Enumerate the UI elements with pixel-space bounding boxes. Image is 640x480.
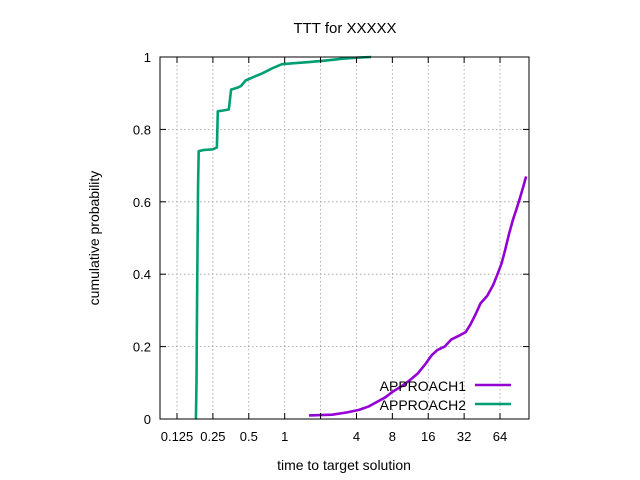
- x-tick-label: 16: [421, 429, 435, 444]
- x-tick-label: 64: [493, 429, 507, 444]
- ticks: 0.125 0.25 0.5 1 4 8 16 32 64 0 0.2 0.4 0.6 0.8 1: [133, 50, 529, 444]
- y-axis-label: cumulative probability: [86, 171, 102, 306]
- y-tick-label: 1: [144, 50, 151, 65]
- x-tick-label: 0.25: [200, 429, 225, 444]
- series-layer: [194, 55, 528, 420]
- x-axis-label: time to target solution: [277, 457, 411, 473]
- x-tick-label: 4: [353, 429, 360, 444]
- x-tick-label: 8: [389, 429, 396, 444]
- x-tick-label: 1: [281, 429, 288, 444]
- y-tick-label: 0.6: [133, 195, 151, 210]
- x-tick-label: 32: [457, 429, 471, 444]
- chart-title: TTT for XXXXX: [293, 20, 396, 37]
- legend-entry-approach1: APPROACH1: [380, 378, 511, 394]
- x-tick-label: 0.5: [240, 429, 258, 444]
- series-line-approach2: [194, 55, 372, 420]
- plot-frame: [159, 56, 530, 420]
- legend: APPROACH1 APPROACH2: [380, 378, 511, 413]
- series-line-approach1: [308, 176, 528, 417]
- y-tick-label: 0.8: [133, 122, 151, 137]
- y-tick-label: 0.2: [133, 340, 151, 355]
- legend-label-approach1: APPROACH1: [380, 378, 467, 394]
- legend-label-approach2: APPROACH2: [380, 397, 467, 413]
- legend-entry-approach2: APPROACH2: [380, 397, 511, 413]
- y-tick-label: 0.4: [133, 267, 151, 282]
- y-tick-label: 0: [144, 412, 151, 427]
- x-tick-label: 0.125: [161, 429, 194, 444]
